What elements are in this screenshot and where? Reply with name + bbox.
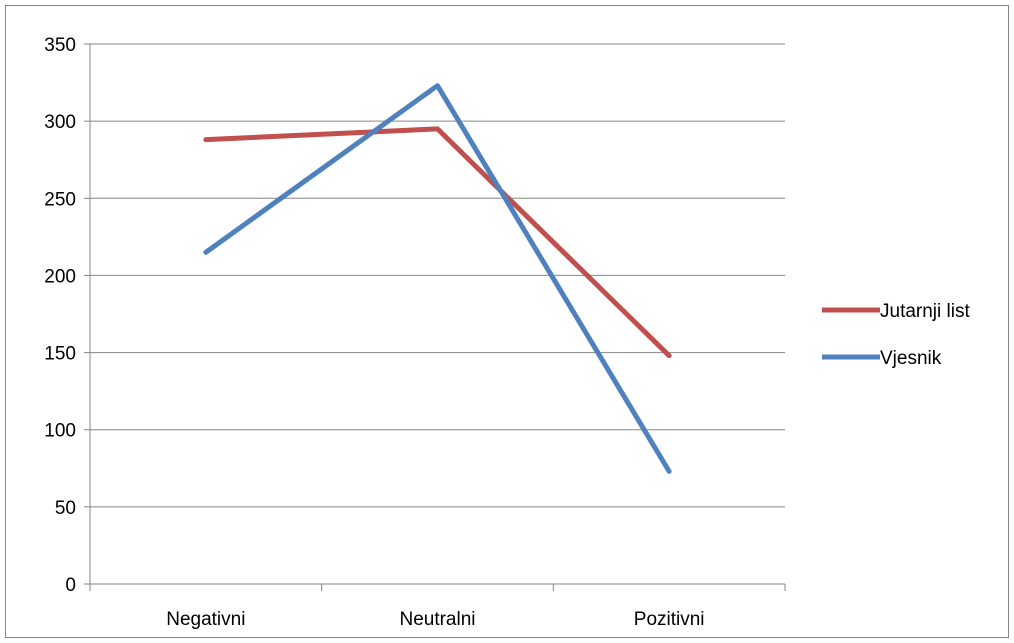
- y-tick-label: 200: [44, 266, 76, 287]
- series-lines: [203, 83, 672, 474]
- series-line-1: [203, 83, 672, 474]
- x-tick-label: Pozitivni: [634, 609, 705, 630]
- gridlines: [90, 43, 785, 508]
- y-tick-label: 250: [44, 189, 76, 210]
- x-tick-labels: Negativni Neutralni Pozitivni: [166, 609, 704, 630]
- x-tick-label: Neutralni: [399, 609, 475, 630]
- series-line-0: [203, 126, 672, 359]
- y-tick-label: 350: [44, 35, 76, 56]
- x-tick-label: Negativni: [166, 609, 245, 630]
- y-tick-label: 300: [44, 112, 76, 133]
- legend-label: Jutarnji list: [880, 301, 970, 322]
- y-tick-label: 50: [55, 498, 76, 519]
- legend-label: Vjesnik: [880, 348, 942, 369]
- y-tick-label: 150: [44, 344, 76, 365]
- y-tick-label: 0: [65, 575, 76, 596]
- y-tick-label: 100: [44, 421, 76, 442]
- y-tick-labels: 0 50 100 150 200 250 300 350: [44, 35, 76, 596]
- legend: Jutarnji list Vjesnik: [822, 301, 970, 369]
- axes: [84, 43, 786, 591]
- chart-frame: [5, 5, 1009, 638]
